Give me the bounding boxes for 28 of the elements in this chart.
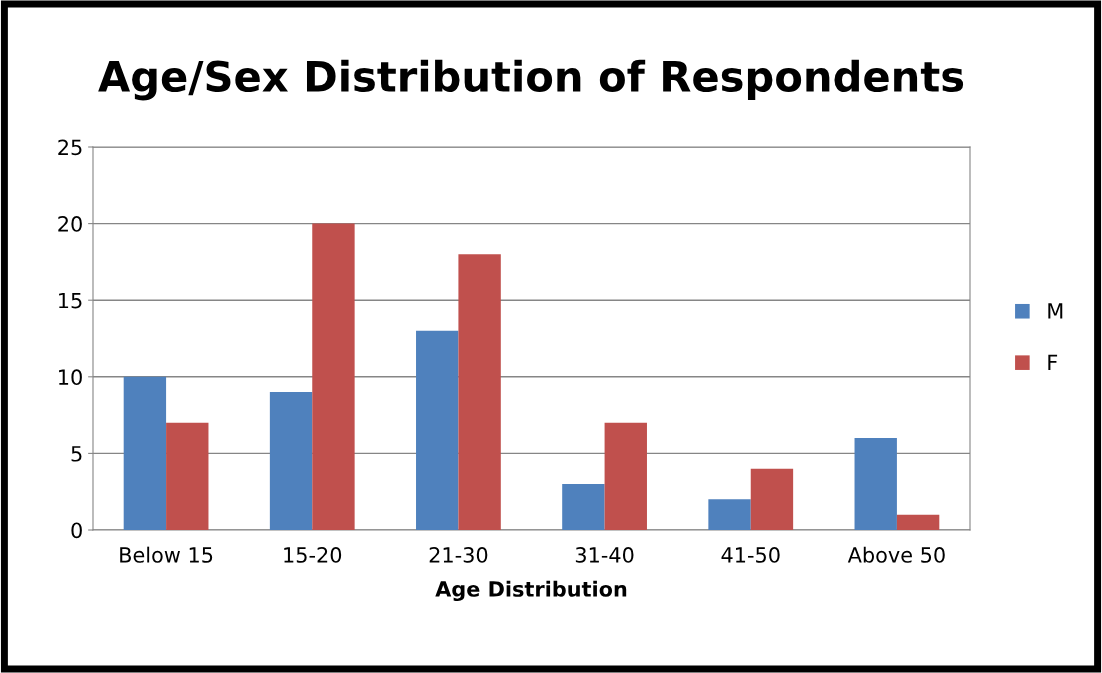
- bar: [708, 499, 751, 530]
- chart-title: Age/Sex Distribution of Respondents: [98, 59, 964, 101]
- bar: [123, 376, 167, 530]
- x-tick-label: Below 15: [120, 546, 213, 563]
- bar: [416, 330, 459, 530]
- y-tick-label: 20: [58, 216, 82, 232]
- x-tick-label: Above 50: [847, 546, 945, 563]
- x-tick-label: 31-40: [575, 547, 634, 563]
- x-tick-label: 21-30: [429, 547, 488, 563]
- y-tick-label: 25: [58, 139, 82, 156]
- y-tick-label: 0: [71, 522, 82, 539]
- bar: [312, 223, 355, 530]
- y-tick-label: 15: [59, 292, 82, 309]
- legend-label: M: [1048, 303, 1063, 319]
- y-tick-label: 10: [59, 369, 82, 386]
- legend-label: F: [1048, 354, 1058, 370]
- bar: [750, 468, 794, 530]
- bar: [458, 254, 501, 530]
- bar: [269, 392, 313, 530]
- x-tick-label: 15-20: [284, 547, 342, 563]
- bar: [896, 514, 940, 530]
- bar: [604, 422, 647, 530]
- x-tick-label: 41-50: [721, 547, 780, 563]
- bar: [166, 422, 209, 530]
- y-tick-label: 5: [71, 446, 82, 462]
- bar: [854, 438, 897, 530]
- bar: [562, 484, 605, 530]
- x-axis-title: Age Distribution: [435, 580, 627, 602]
